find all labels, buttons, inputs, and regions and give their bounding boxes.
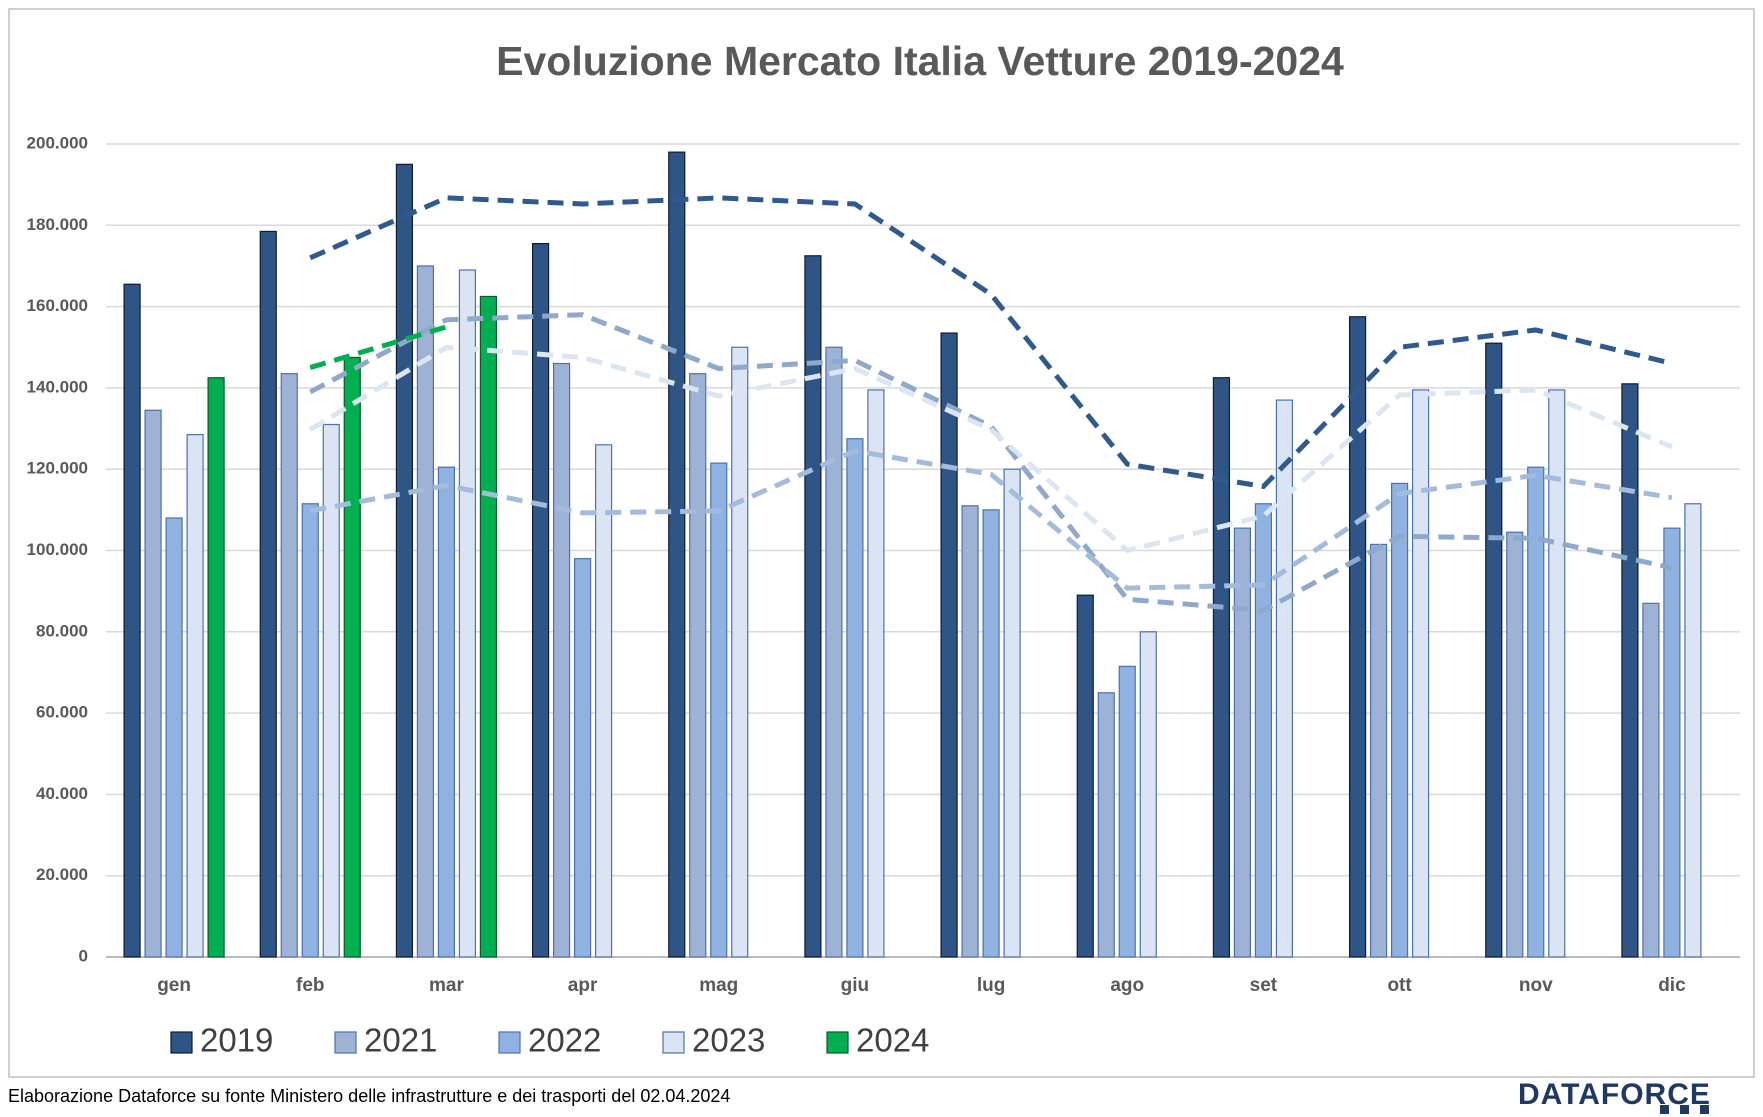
bar bbox=[804, 255, 822, 958]
y-tick-label: 200.000 bbox=[27, 133, 88, 152]
brand-logo: DATAFORCE bbox=[1518, 1078, 1711, 1111]
x-tick-label: dic bbox=[1658, 975, 1686, 996]
bar bbox=[186, 434, 204, 958]
legend-label: 2023 bbox=[692, 1022, 765, 1059]
legend-swatch bbox=[662, 1031, 685, 1054]
bar bbox=[416, 265, 435, 958]
bar bbox=[573, 558, 592, 958]
brand-dots bbox=[1660, 1105, 1709, 1114]
legend-label: 2021 bbox=[364, 1022, 437, 1059]
bar bbox=[940, 332, 958, 958]
bar bbox=[531, 242, 550, 958]
bar bbox=[123, 283, 141, 958]
bar bbox=[710, 462, 728, 958]
bar bbox=[668, 151, 686, 958]
bar bbox=[689, 373, 707, 958]
bar bbox=[1254, 503, 1273, 958]
bar bbox=[322, 423, 340, 958]
bar bbox=[1003, 468, 1021, 958]
x-tick-label: lug bbox=[977, 975, 1006, 996]
bar bbox=[1642, 602, 1660, 958]
bar bbox=[165, 517, 183, 958]
bar bbox=[144, 409, 162, 958]
bar bbox=[594, 444, 613, 958]
trend-line bbox=[309, 195, 1673, 490]
x-tick-label: feb bbox=[296, 975, 325, 996]
bar bbox=[1369, 543, 1388, 958]
bar bbox=[395, 163, 414, 958]
bar bbox=[1139, 631, 1157, 958]
bar bbox=[1485, 342, 1503, 958]
bar bbox=[867, 389, 885, 958]
bar bbox=[1684, 503, 1702, 958]
x-tick-label: set bbox=[1250, 975, 1278, 996]
y-tick-label: 0 bbox=[79, 946, 88, 965]
y-tick-label: 180.000 bbox=[27, 215, 88, 234]
bar bbox=[1233, 527, 1252, 958]
bar bbox=[731, 346, 749, 958]
bar bbox=[1548, 389, 1566, 958]
legend-label: 2022 bbox=[528, 1022, 601, 1059]
trend-line bbox=[309, 312, 1673, 614]
bar bbox=[1411, 389, 1430, 958]
y-tick-label: 60.000 bbox=[36, 703, 88, 722]
y-tick-label: 160.000 bbox=[27, 296, 88, 315]
legend-swatch bbox=[498, 1031, 521, 1054]
y-tick-label: 20.000 bbox=[36, 865, 88, 884]
x-tick-label: mar bbox=[429, 975, 464, 996]
y-tick-label: 120.000 bbox=[27, 459, 88, 478]
bar bbox=[207, 377, 225, 958]
bar bbox=[1663, 527, 1681, 958]
bar bbox=[1390, 482, 1409, 958]
x-tick-label: ago bbox=[1110, 975, 1144, 996]
x-tick-label: ott bbox=[1387, 975, 1412, 996]
legend-swatch bbox=[170, 1031, 193, 1054]
y-tick-label: 140.000 bbox=[27, 377, 88, 396]
bar bbox=[458, 269, 477, 958]
bar bbox=[1275, 399, 1294, 958]
bar bbox=[1527, 466, 1545, 958]
chart-title: Evoluzione Mercato Italia Vetture 2019-2… bbox=[496, 38, 1344, 84]
bar bbox=[961, 505, 979, 958]
legend-label: 2024 bbox=[856, 1022, 929, 1059]
trend-line bbox=[308, 344, 1673, 554]
bar bbox=[301, 503, 319, 958]
legend-swatch bbox=[826, 1031, 849, 1054]
bar bbox=[1621, 383, 1639, 958]
legend-swatch bbox=[334, 1031, 357, 1054]
bar bbox=[1076, 594, 1094, 958]
bar bbox=[280, 373, 298, 958]
bar bbox=[1506, 531, 1524, 958]
bar bbox=[552, 362, 571, 958]
x-tick-label: apr bbox=[568, 975, 598, 996]
bar bbox=[825, 346, 843, 958]
bar bbox=[259, 230, 277, 958]
bar bbox=[1212, 377, 1231, 958]
y-tick-label: 100.000 bbox=[27, 540, 88, 559]
x-tick-label: giu bbox=[841, 975, 870, 996]
bar bbox=[982, 509, 1000, 958]
bar bbox=[437, 466, 456, 958]
source-note: Elaborazione Dataforce su fonte Minister… bbox=[8, 1086, 730, 1106]
bar bbox=[1097, 692, 1115, 958]
bar bbox=[479, 295, 498, 958]
legend-label: 2019 bbox=[200, 1022, 273, 1059]
y-tick-label: 40.000 bbox=[36, 784, 88, 803]
x-tick-label: gen bbox=[157, 975, 191, 996]
x-tick-label: mag bbox=[699, 975, 738, 996]
y-tick-label: 80.000 bbox=[36, 621, 88, 640]
bar bbox=[1118, 665, 1136, 958]
bar bbox=[846, 438, 864, 958]
bar bbox=[1348, 316, 1367, 958]
x-tick-label: nov bbox=[1519, 975, 1553, 996]
bar bbox=[343, 356, 361, 958]
trend-line bbox=[309, 448, 1673, 591]
